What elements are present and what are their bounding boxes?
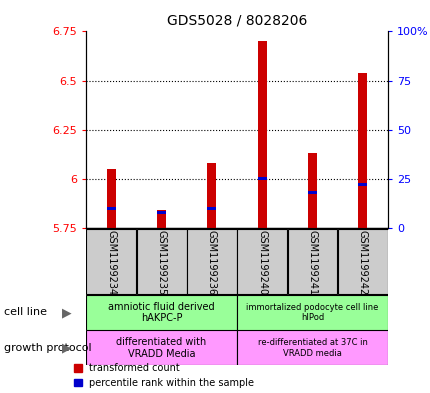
Bar — [107, 207, 116, 210]
Text: differentiated with
VRADD Media: differentiated with VRADD Media — [116, 337, 206, 358]
Bar — [207, 207, 216, 210]
Bar — [307, 191, 316, 194]
Text: GSM1199241: GSM1199241 — [307, 230, 317, 295]
Text: cell line: cell line — [4, 307, 47, 318]
Text: GSM1199240: GSM1199240 — [257, 230, 267, 295]
Bar — [237, 229, 286, 294]
Text: GSM1199234: GSM1199234 — [106, 230, 116, 295]
Text: growth protocol: growth protocol — [4, 343, 92, 353]
Bar — [136, 229, 186, 294]
Text: re-differentiated at 37C in
VRADD media: re-differentiated at 37C in VRADD media — [257, 338, 366, 358]
Bar — [86, 295, 237, 330]
Bar — [107, 169, 116, 228]
Bar — [287, 229, 337, 294]
Bar — [207, 163, 216, 228]
Bar — [157, 210, 166, 228]
Bar — [237, 295, 387, 330]
Bar — [237, 330, 387, 365]
Bar — [187, 229, 236, 294]
Bar — [337, 229, 387, 294]
Text: amniotic fluid derived
hAKPC-P: amniotic fluid derived hAKPC-P — [108, 302, 215, 323]
Bar — [307, 153, 316, 228]
Legend: transformed count, percentile rank within the sample: transformed count, percentile rank withi… — [74, 363, 254, 388]
Bar — [357, 73, 366, 228]
Text: GSM1199235: GSM1199235 — [156, 230, 166, 295]
Bar — [86, 229, 136, 294]
Bar — [157, 211, 166, 214]
Title: GDS5028 / 8028206: GDS5028 / 8028206 — [166, 13, 307, 28]
Text: GSM1199236: GSM1199236 — [206, 230, 216, 295]
Text: ▶: ▶ — [62, 306, 71, 319]
Text: GSM1199242: GSM1199242 — [357, 230, 367, 295]
Bar — [257, 177, 266, 180]
Text: ▶: ▶ — [62, 341, 71, 354]
Bar — [86, 330, 237, 365]
Text: immortalized podocyte cell line
hIPod: immortalized podocyte cell line hIPod — [246, 303, 378, 322]
Bar — [257, 41, 266, 228]
Bar — [357, 183, 366, 186]
